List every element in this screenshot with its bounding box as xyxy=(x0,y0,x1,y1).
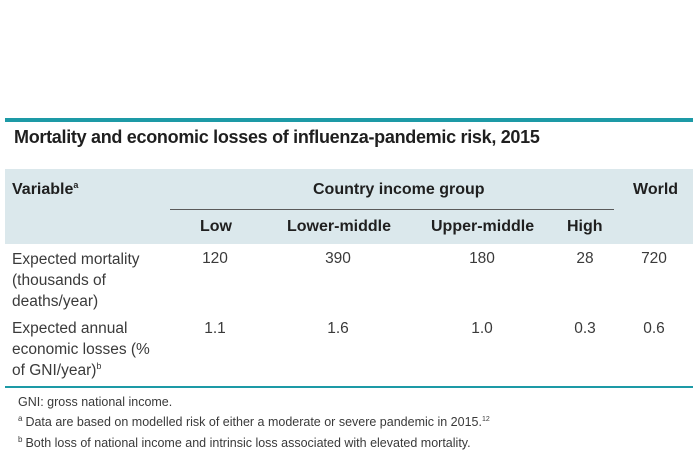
header-variable: Variablea xyxy=(12,181,78,199)
cell-world-value: 0.6 xyxy=(643,320,665,337)
cell-value: 28 xyxy=(576,250,594,267)
header-world: World xyxy=(633,181,679,198)
footnote-marker-a: a xyxy=(73,180,79,190)
note-gni: GNI: gross national income. xyxy=(18,395,173,409)
header-variable-label: Variable xyxy=(12,181,74,198)
note-a-text: Data are based on modelled risk of eithe… xyxy=(25,415,482,429)
table-row-label: Expected annual economic losses (% of GN… xyxy=(12,320,150,379)
header-group-rule xyxy=(170,209,614,210)
header-country-income-group: Country income group xyxy=(313,181,485,198)
cell-value: 120 xyxy=(202,250,228,267)
cell-value: 180 xyxy=(469,250,495,267)
top-rule xyxy=(5,118,693,122)
table-title: Mortality and economic losses of influen… xyxy=(14,127,540,147)
footnote-marker-b: b xyxy=(96,361,102,371)
header-col-upper-middle: Upper-middle xyxy=(431,218,535,235)
note-a-mark: a xyxy=(18,414,23,423)
note-a-reference: 12 xyxy=(481,416,490,423)
cell-value: 1.1 xyxy=(204,320,226,337)
note-b-mark: b xyxy=(18,435,23,444)
cell-world-value: 720 xyxy=(641,250,667,267)
header-col-low: Low xyxy=(200,218,232,235)
cell-value: 0.3 xyxy=(574,320,596,337)
bottom-rule xyxy=(5,386,693,388)
note-b: b Both loss of national income and intrin… xyxy=(18,435,471,451)
cell-value: 1.0 xyxy=(471,320,493,337)
cell-value: 390 xyxy=(325,250,351,267)
cell-value: 1.6 xyxy=(327,320,349,337)
table-row-label: Expected mortality (thousands of deaths/… xyxy=(12,251,140,310)
note-b-text: Both loss of national income and intrins… xyxy=(25,436,471,450)
header-col-high: High xyxy=(567,218,603,235)
header-col-lower-middle: Lower-middle xyxy=(287,218,392,235)
note-a: a Data are based on modelled risk of eith… xyxy=(18,414,490,430)
header-band xyxy=(5,169,693,244)
